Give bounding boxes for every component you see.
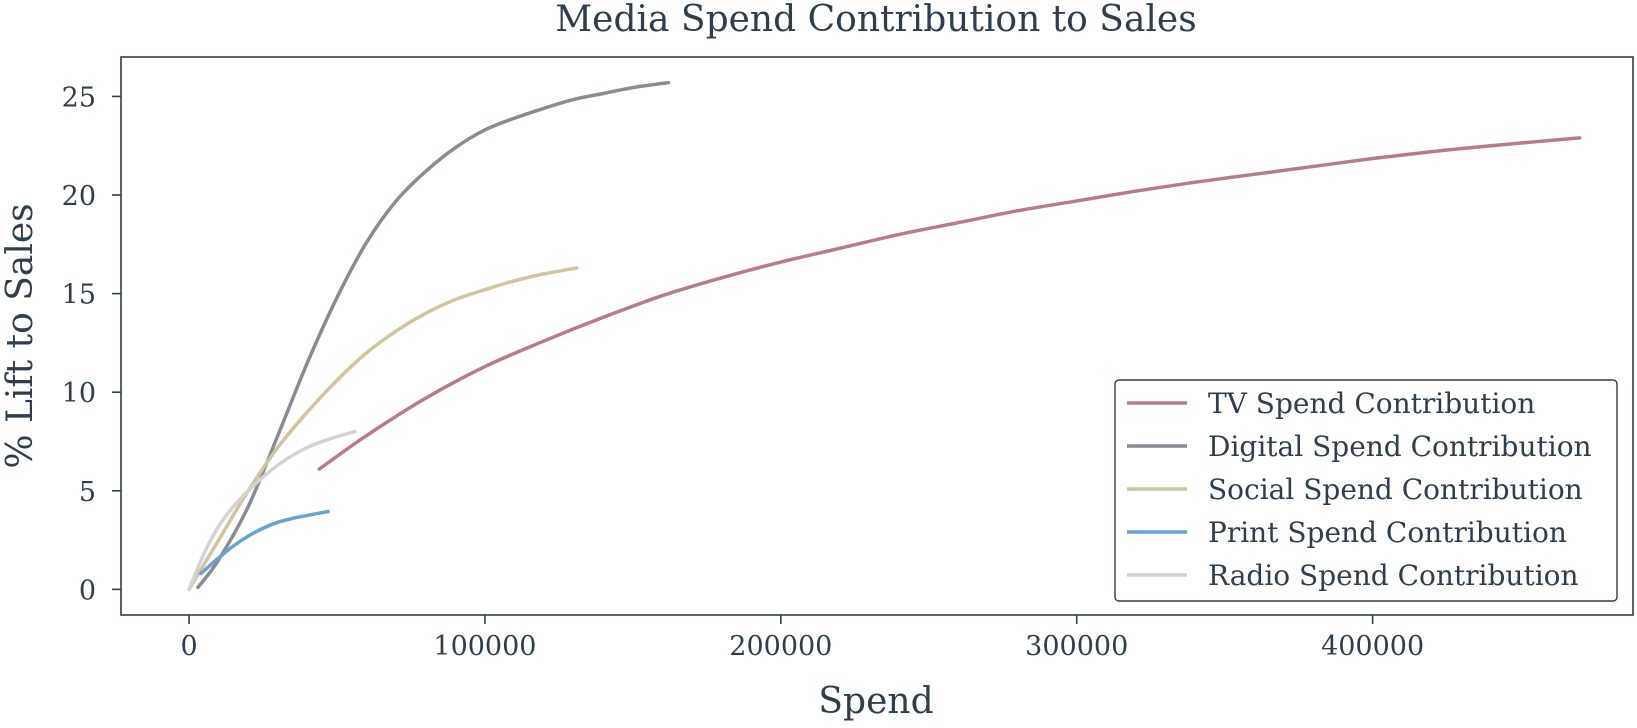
chart-title: Media Spend Contribution to Sales [555,0,1196,40]
y-axis-title: % Lift to Sales [0,203,41,468]
y-tick-label: 5 [79,477,96,508]
legend-label-radio-spend-contribution: Radio Spend Contribution [1208,559,1579,592]
y-tick-label: 15 [62,280,96,311]
x-tick-label: 100000 [433,631,536,662]
x-tick-label: 400000 [1321,631,1424,662]
y-tick-label: 10 [62,378,96,409]
plot-area [187,80,1582,592]
series-line-digital-spend-contribution [196,80,671,590]
y-axis: 0 5 10 15 20 25 [62,82,121,606]
legend-label-print-spend-contribution: Print Spend Contribution [1208,516,1567,549]
x-axis: 0 100000 200000 300000 400000 [180,615,1424,662]
legend: TV Spend Contribution Digital Spend Contr… [1114,379,1618,602]
series-line-social-spend-contribution [187,266,579,592]
x-tick-label: 300000 [1025,631,1128,662]
x-axis-title: Spend [818,681,933,722]
series-line-tv-spend-contribution [317,136,1582,471]
legend-box [1114,379,1618,602]
plot-frame [120,56,1634,616]
x-tick-label: 0 [180,631,197,662]
series-line-radio-spend-contribution [187,429,357,592]
y-tick-label: 0 [79,575,96,606]
series-line-print-spend-contribution [199,509,330,576]
y-tick-label: 20 [62,181,96,212]
x-tick-label: 200000 [729,631,832,662]
legend-label-digital-spend-contribution: Digital Spend Contribution [1208,430,1592,463]
legend-label-social-spend-contribution: Social Spend Contribution [1208,473,1583,506]
y-tick-label: 25 [62,82,96,113]
legend-label-tv-spend-contribution: TV Spend Contribution [1208,387,1535,420]
